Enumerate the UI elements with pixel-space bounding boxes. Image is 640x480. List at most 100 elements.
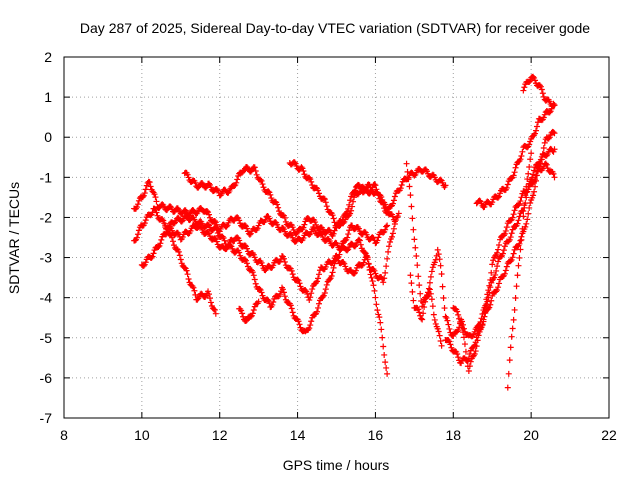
point-marker bbox=[376, 314, 383, 321]
point-marker bbox=[323, 203, 330, 210]
point-marker bbox=[367, 184, 374, 191]
point-marker bbox=[501, 270, 508, 277]
point-marker bbox=[274, 221, 281, 228]
point-marker bbox=[314, 278, 321, 285]
point-marker bbox=[205, 221, 212, 228]
point-marker bbox=[167, 230, 174, 237]
point-marker bbox=[243, 164, 250, 171]
point-marker bbox=[212, 310, 219, 317]
point-marker bbox=[147, 183, 154, 190]
point-marker bbox=[537, 83, 544, 90]
point-marker bbox=[516, 240, 523, 247]
point-marker bbox=[236, 249, 243, 256]
point-marker bbox=[206, 211, 213, 218]
point-marker bbox=[152, 206, 159, 213]
point-marker bbox=[199, 180, 206, 187]
point-marker bbox=[418, 315, 425, 322]
point-marker bbox=[351, 194, 358, 201]
point-marker bbox=[493, 267, 500, 274]
point-marker bbox=[135, 197, 142, 204]
point-marker bbox=[169, 234, 176, 241]
point-marker bbox=[391, 193, 398, 200]
point-marker bbox=[488, 297, 495, 304]
point-marker bbox=[533, 127, 540, 134]
point-marker bbox=[470, 331, 477, 338]
point-marker bbox=[435, 251, 442, 258]
point-marker bbox=[511, 246, 518, 253]
point-marker bbox=[532, 183, 539, 190]
point-marker bbox=[530, 192, 537, 199]
point-marker bbox=[420, 310, 427, 317]
point-marker bbox=[434, 246, 441, 253]
point-marker bbox=[187, 227, 194, 234]
point-marker bbox=[207, 299, 214, 306]
y-tick-label--2: -2 bbox=[40, 209, 53, 225]
point-marker bbox=[425, 285, 432, 292]
point-marker bbox=[361, 249, 368, 256]
point-marker bbox=[550, 170, 557, 177]
point-marker bbox=[287, 302, 294, 309]
point-marker bbox=[301, 171, 308, 178]
point-marker bbox=[266, 215, 273, 222]
point-marker bbox=[195, 184, 202, 191]
point-marker bbox=[295, 318, 302, 325]
y-tick-label-1: 1 bbox=[44, 89, 52, 105]
point-marker bbox=[347, 210, 354, 217]
point-marker bbox=[231, 182, 238, 189]
point-marker bbox=[531, 188, 538, 195]
point-marker bbox=[413, 253, 420, 260]
point-marker bbox=[315, 190, 322, 197]
point-marker bbox=[289, 271, 296, 278]
point-marker bbox=[338, 243, 345, 250]
point-marker bbox=[289, 224, 296, 231]
point-marker bbox=[432, 320, 439, 327]
x-axis-label: GPS time / hours bbox=[283, 457, 390, 473]
point-marker bbox=[213, 238, 220, 245]
point-marker bbox=[330, 264, 337, 271]
point-marker bbox=[504, 181, 511, 188]
point-marker bbox=[322, 286, 329, 293]
point-marker bbox=[363, 184, 370, 191]
point-marker bbox=[509, 325, 516, 332]
point-marker bbox=[267, 191, 274, 198]
point-marker bbox=[501, 243, 508, 250]
point-marker bbox=[308, 178, 315, 185]
point-marker bbox=[250, 306, 257, 313]
point-marker bbox=[495, 246, 502, 253]
point-marker bbox=[296, 321, 303, 328]
point-marker bbox=[262, 267, 269, 274]
point-marker bbox=[250, 251, 257, 258]
point-marker bbox=[336, 251, 343, 258]
point-marker bbox=[478, 324, 485, 331]
point-marker bbox=[492, 253, 499, 260]
point-marker bbox=[213, 226, 220, 233]
point-marker bbox=[489, 292, 496, 299]
point-marker bbox=[508, 333, 515, 340]
point-marker bbox=[512, 164, 519, 171]
point-marker bbox=[416, 309, 423, 316]
point-marker bbox=[490, 257, 497, 264]
point-marker bbox=[206, 180, 213, 187]
point-marker bbox=[191, 287, 198, 294]
point-marker bbox=[382, 269, 389, 276]
point-marker bbox=[437, 337, 444, 344]
point-marker bbox=[407, 272, 414, 279]
series-track-d bbox=[162, 222, 219, 317]
point-marker bbox=[185, 275, 192, 282]
point-marker bbox=[357, 241, 364, 248]
point-marker bbox=[495, 194, 502, 201]
point-marker bbox=[374, 307, 381, 314]
point-marker bbox=[153, 209, 160, 216]
point-marker bbox=[258, 259, 265, 266]
point-marker bbox=[341, 260, 348, 267]
point-marker bbox=[410, 226, 417, 233]
point-marker bbox=[391, 218, 398, 225]
point-marker bbox=[134, 231, 141, 238]
point-marker bbox=[528, 150, 535, 157]
point-marker bbox=[298, 164, 305, 171]
point-marker bbox=[140, 262, 147, 269]
point-marker bbox=[331, 227, 338, 234]
point-marker bbox=[510, 250, 517, 257]
point-marker bbox=[206, 291, 213, 298]
point-marker bbox=[542, 160, 549, 167]
